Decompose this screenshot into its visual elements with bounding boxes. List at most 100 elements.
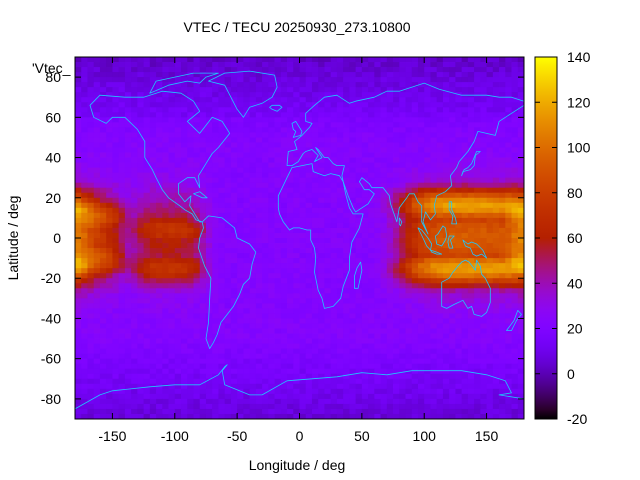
heatmap-cell [212, 222, 219, 229]
heatmap-cell [486, 243, 494, 249]
heatmap-cell [287, 308, 294, 314]
heatmap-cell [293, 313, 300, 319]
heatmap-cell [405, 298, 413, 304]
heatmap-cell [399, 207, 406, 214]
heatmap-cell [343, 338, 350, 344]
heatmap-cell [330, 373, 338, 380]
heatmap-cell [75, 217, 82, 224]
heatmap-cell [486, 82, 494, 88]
heatmap-cell [324, 313, 332, 319]
heatmap-cell [436, 137, 444, 143]
heatmap-cell [118, 378, 126, 385]
heatmap-cell [143, 202, 151, 209]
heatmap-cell [411, 172, 419, 179]
heatmap-cell [336, 238, 344, 244]
heatmap-cell [299, 308, 307, 314]
heatmap-cell [199, 283, 207, 289]
heatmap-cell [449, 92, 456, 98]
heatmap-cell [106, 122, 113, 128]
heatmap-cell [280, 232, 288, 239]
heatmap-cell [343, 157, 350, 163]
heatmap-cell [187, 142, 194, 148]
heatmap-cell [137, 278, 144, 284]
heatmap-cell [187, 207, 194, 214]
heatmap-cell [361, 288, 369, 294]
heatmap-cell [280, 328, 288, 334]
heatmap-cell [505, 217, 512, 224]
heatmap-cell [318, 157, 325, 163]
heatmap-cell [162, 398, 169, 405]
heatmap-cell [374, 278, 381, 284]
heatmap-cell [274, 87, 282, 93]
heatmap-cell [156, 57, 163, 63]
heatmap-cell [299, 217, 307, 224]
heatmap-cell [249, 283, 257, 289]
heatmap-cell [255, 383, 263, 390]
heatmap-cell [118, 333, 126, 339]
heatmap-cell [492, 338, 500, 344]
heatmap-cell [417, 87, 425, 93]
heatmap-cell [368, 328, 375, 334]
heatmap-cell [480, 323, 487, 329]
heatmap-cell [492, 278, 500, 284]
heatmap-cell [287, 303, 294, 309]
heatmap-cell [355, 162, 363, 169]
heatmap-cell [511, 398, 519, 405]
heatmap-cell [480, 157, 487, 163]
heatmap-cell [156, 373, 163, 380]
heatmap-cell [124, 328, 132, 334]
heatmap-cell [75, 288, 82, 294]
heatmap-cell [474, 167, 481, 174]
heatmap-cell [212, 212, 219, 219]
heatmap-cell [280, 303, 288, 309]
heatmap-cell [118, 217, 126, 224]
heatmap-cell [137, 147, 144, 153]
heatmap-cell [212, 258, 219, 264]
heatmap-cell [411, 258, 419, 264]
heatmap-cell [81, 157, 88, 163]
heatmap-cell [486, 222, 494, 229]
heatmap-cell [99, 117, 107, 123]
heatmap-cell [193, 207, 201, 214]
heatmap-cell [343, 232, 350, 239]
heatmap-cell [268, 308, 275, 314]
heatmap-cell [187, 162, 194, 169]
heatmap-cell [287, 102, 294, 108]
heatmap-cell [162, 67, 169, 73]
heatmap-cell [112, 283, 120, 289]
heatmap-cell [143, 67, 151, 73]
heatmap-cell [411, 202, 419, 209]
heatmap-cell [355, 102, 363, 108]
heatmap-cell [311, 303, 319, 309]
heatmap-cell [480, 318, 487, 324]
heatmap-cell [305, 112, 313, 118]
heatmap-cell [205, 313, 213, 319]
heatmap-cell [268, 348, 275, 355]
heatmap-cell [237, 187, 244, 194]
heatmap-cell [156, 278, 163, 284]
heatmap-cell [181, 162, 188, 169]
heatmap-cell [112, 227, 120, 234]
heatmap-cell [193, 227, 201, 234]
heatmap-cell [137, 258, 144, 264]
heatmap-cell [124, 72, 132, 78]
heatmap-cell [467, 283, 475, 289]
heatmap-cell [149, 117, 157, 123]
heatmap-cell [355, 393, 363, 400]
heatmap-cell [187, 308, 194, 314]
heatmap-cell [424, 268, 431, 274]
heatmap-cell [218, 207, 226, 214]
heatmap-cell [499, 388, 506, 395]
heatmap-cell [368, 117, 375, 123]
heatmap-cell [499, 373, 506, 380]
heatmap-cell [349, 212, 357, 219]
heatmap-cell [405, 358, 413, 365]
heatmap-cell [336, 248, 344, 254]
heatmap-cell [99, 303, 107, 309]
heatmap-cell [511, 238, 519, 244]
heatmap-cell [280, 298, 288, 304]
heatmap-cell [305, 248, 313, 254]
heatmap-cell [386, 72, 394, 78]
heatmap-cell [411, 87, 419, 93]
heatmap-cell [486, 197, 494, 204]
